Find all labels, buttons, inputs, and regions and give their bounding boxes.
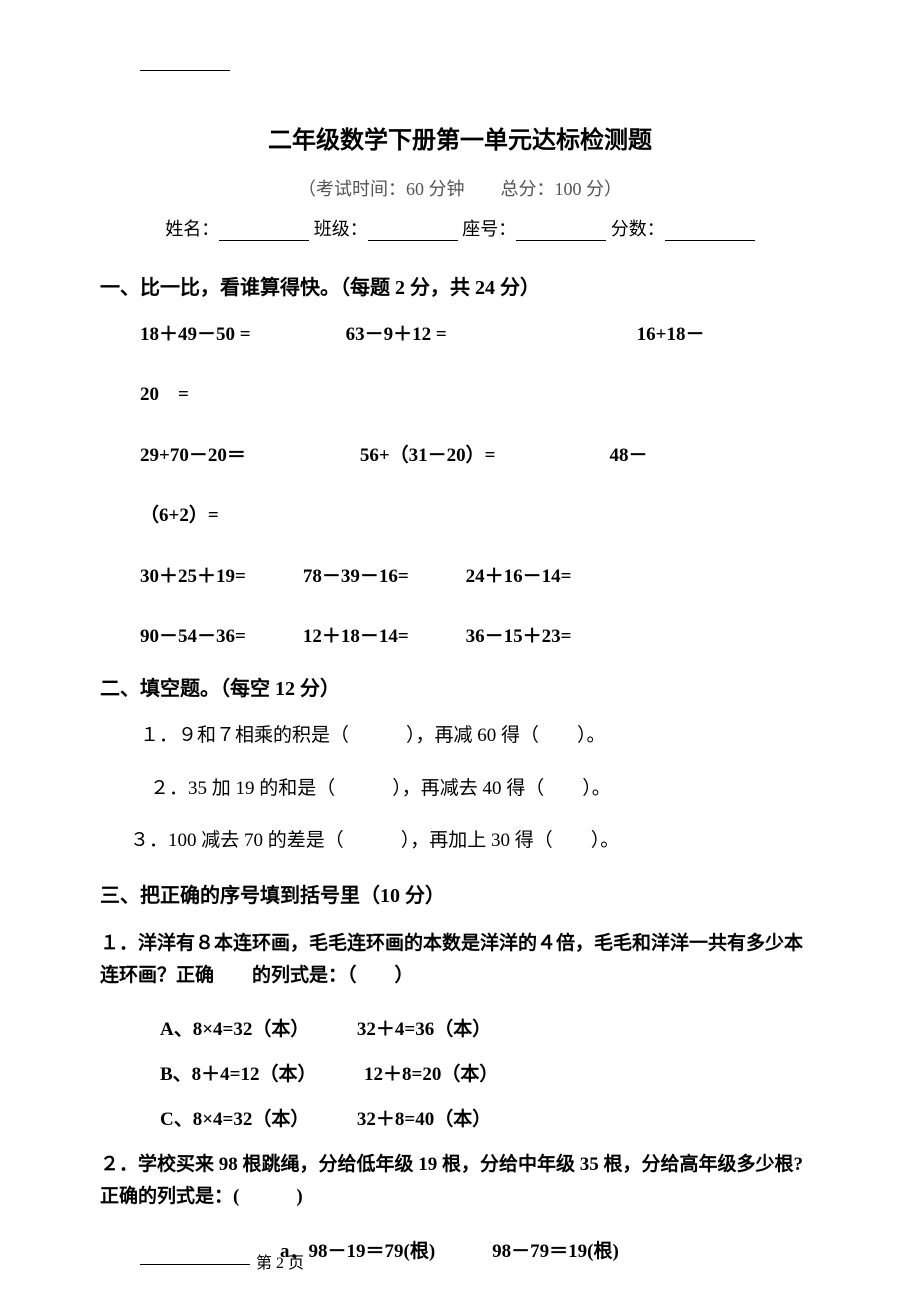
section2-q3: ３．100 减去 70 的差是（ ），再加上 30 得（ ）。 — [130, 826, 820, 856]
section2-q2: ２．35 加 19 的和是（ ），再减去 40 得（ ）。 — [150, 774, 820, 804]
exam-subtitle: （考试时间：60 分钟 总分：100 分） — [100, 175, 820, 201]
section1-row2: 29+70－20＝ 56+（31－20）= 48－ — [140, 441, 820, 471]
section1-header: 一、比一比，看谁算得快。（每题 2 分，共 24 分） — [100, 271, 820, 300]
student-info-line: 姓名： 班级： 座号： 分数： — [100, 215, 820, 241]
section1-row1b: 20 = — [140, 380, 820, 410]
score-label: 分数： — [611, 219, 665, 239]
section3-q1-a: A、8×4=32（本） 32＋4=36（本） — [160, 1014, 820, 1041]
page-number: 第 2 页 — [256, 1255, 304, 1272]
name-field — [219, 221, 309, 241]
name-label: 姓名： — [165, 219, 219, 239]
section2-header: 二、填空题。（每空 12 分） — [100, 672, 820, 701]
section1-row4: 90－54－36= 12＋18－14= 36－15＋23= — [140, 622, 820, 652]
section3-q1-c: C、8×4=32（本） 32＋8=40（本） — [160, 1104, 820, 1131]
class-label: 班级： — [314, 219, 368, 239]
section3-q2: ２．学校买来 98 根跳绳，分给低年级 19 根，分给中年级 35 根，分给高年… — [100, 1149, 820, 1214]
seat-label: 座号： — [462, 219, 516, 239]
section3-q1: １．洋洋有８本连环画，毛毛连环画的本数是洋洋的４倍，毛毛和洋洋一共有多少本连环画… — [100, 928, 820, 993]
seat-field — [516, 221, 606, 241]
section1-row3: 30＋25＋19= 78－39－16= 24＋16－14= — [140, 562, 820, 592]
class-field — [368, 221, 458, 241]
page-footer: 第 2 页 — [140, 1249, 304, 1273]
section3-q2-a: a．98－19＝79(根) 98－79＝19(根) — [280, 1236, 820, 1263]
section1-row2b: （6+2）= — [140, 501, 820, 531]
section2-q1: １．９和７相乘的积是（ ），再减 60 得（ ）。 — [140, 721, 820, 751]
section1-row1: 18＋49－50 = 63－9＋12 = 16+18－ — [140, 320, 820, 350]
section3-q1-b: B、8＋4=12（本） 12＋8=20（本） — [160, 1059, 820, 1086]
footer-rule — [140, 1264, 250, 1265]
score-field — [665, 221, 755, 241]
section3-header: 三、把正确的序号填到括号里（10 分） — [100, 879, 820, 908]
page-title: 二年级数学下册第一单元达标检测题 — [100, 120, 820, 155]
decorative-rule-top — [140, 70, 230, 71]
